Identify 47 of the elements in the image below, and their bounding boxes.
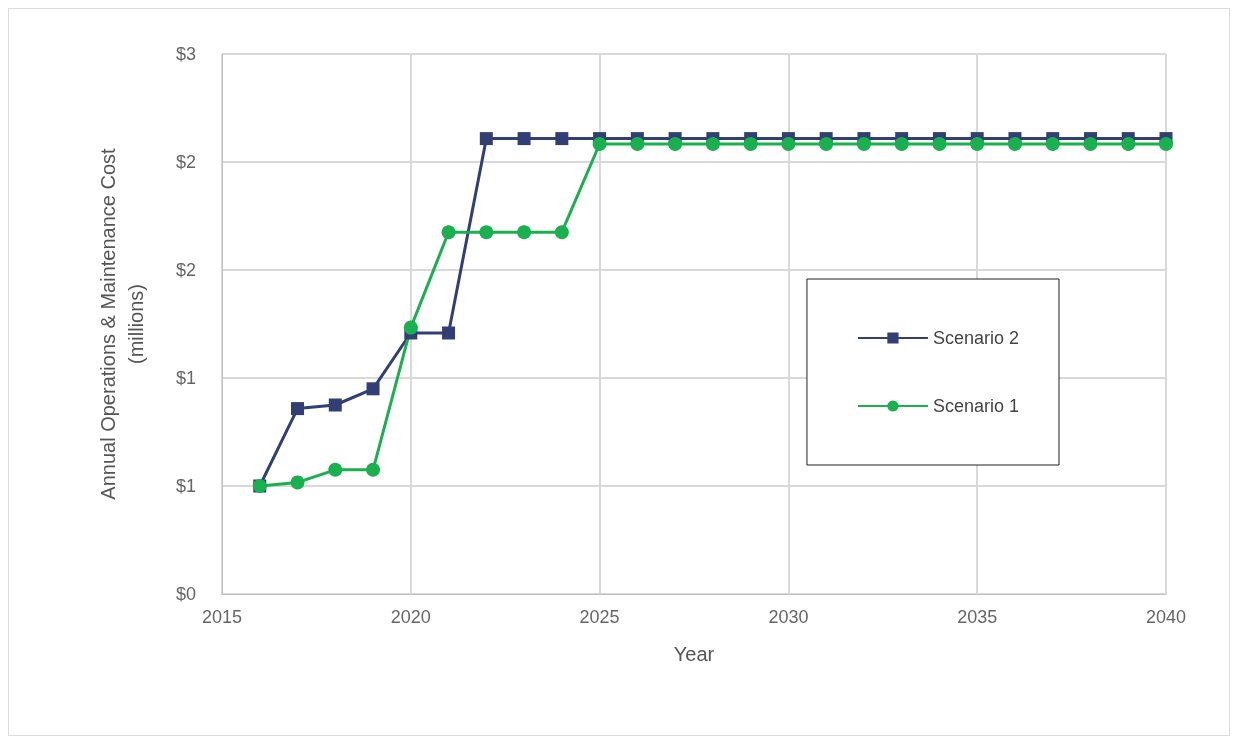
point bbox=[555, 132, 569, 146]
point bbox=[290, 475, 305, 490]
x-tick-label: 2020 bbox=[390, 607, 431, 627]
legend-label: Scenario 1 bbox=[932, 396, 1020, 416]
point bbox=[592, 137, 607, 151]
point bbox=[1121, 137, 1136, 151]
y-tick-label: $1 bbox=[175, 368, 196, 388]
point bbox=[403, 320, 418, 335]
y-tick-label: $2 bbox=[175, 152, 196, 172]
point bbox=[554, 225, 569, 240]
point bbox=[705, 137, 720, 151]
point bbox=[1159, 137, 1173, 151]
point bbox=[819, 137, 834, 151]
y-tick-label: $1 bbox=[175, 476, 196, 496]
point bbox=[479, 225, 494, 240]
x-tick-label: 2035 bbox=[957, 607, 998, 627]
point bbox=[366, 462, 381, 477]
point bbox=[781, 137, 796, 151]
point bbox=[517, 225, 532, 240]
legend-label: Scenario 2 bbox=[932, 328, 1020, 348]
y-axis-title: Annual Operations & Maintenance Cost (millions) bbox=[97, 147, 147, 500]
point bbox=[668, 137, 683, 151]
point bbox=[1007, 137, 1022, 151]
y-tick-label: $3 bbox=[175, 44, 196, 64]
point bbox=[291, 402, 305, 416]
point bbox=[1045, 137, 1060, 151]
point bbox=[630, 137, 645, 151]
point bbox=[856, 137, 871, 151]
point bbox=[1083, 137, 1098, 151]
point bbox=[328, 462, 343, 477]
point bbox=[932, 137, 947, 151]
point bbox=[479, 132, 493, 146]
point bbox=[442, 326, 456, 340]
point bbox=[517, 132, 531, 146]
point bbox=[441, 225, 456, 240]
x-tick-label: 2030 bbox=[768, 607, 809, 627]
x-axis-title: Year bbox=[673, 643, 715, 665]
point bbox=[328, 398, 342, 412]
point bbox=[743, 137, 758, 151]
point bbox=[894, 137, 909, 151]
y-tick-label: $2 bbox=[175, 260, 196, 280]
y-tick-label: $0 bbox=[175, 584, 196, 604]
x-tick-label: 2015 bbox=[201, 607, 243, 627]
x-tick-label: 2025 bbox=[579, 607, 620, 627]
point bbox=[366, 382, 380, 396]
x-tick-label: 2040 bbox=[1145, 607, 1187, 627]
point bbox=[970, 137, 985, 151]
